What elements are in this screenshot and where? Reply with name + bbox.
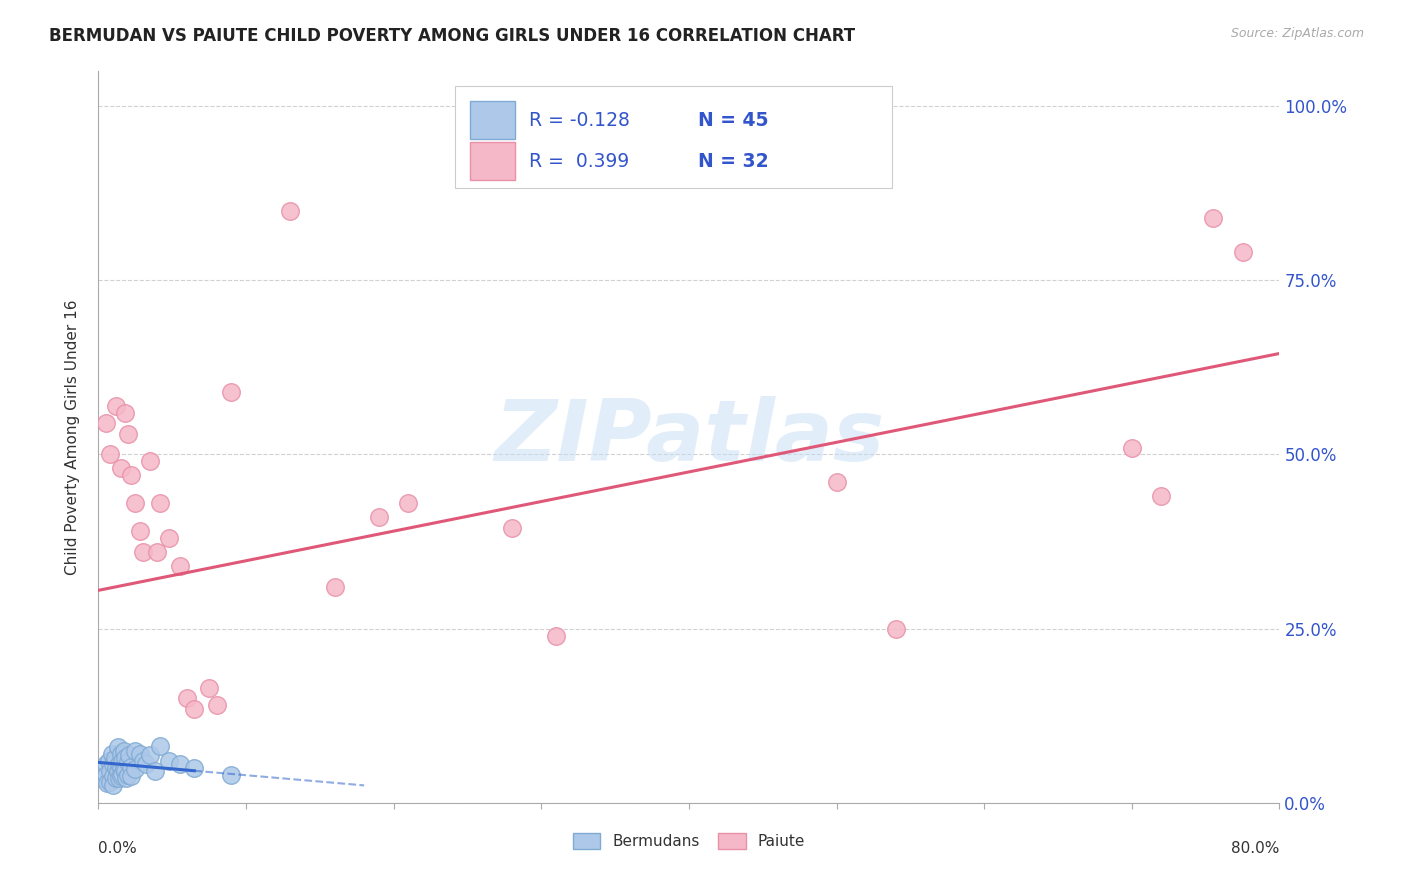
Text: R =  0.399: R = 0.399 <box>530 152 630 171</box>
Text: N = 32: N = 32 <box>699 152 769 171</box>
Point <box>128 524 150 538</box>
Point <box>132 754 155 768</box>
Point <box>96 776 118 790</box>
Bar <box>471 143 516 180</box>
Point <box>176 691 198 706</box>
FancyBboxPatch shape <box>456 86 891 188</box>
Point <box>118 748 141 763</box>
Point <box>124 743 146 757</box>
Point <box>221 768 243 782</box>
Point <box>105 761 128 775</box>
Point <box>501 521 523 535</box>
Point <box>103 778 125 792</box>
Point <box>108 772 131 786</box>
Point <box>139 748 162 763</box>
Point <box>114 750 136 764</box>
Point <box>110 759 132 773</box>
Point <box>1150 489 1173 503</box>
Point <box>157 754 180 768</box>
Point <box>120 468 142 483</box>
Point <box>183 761 205 775</box>
Text: R = -0.128: R = -0.128 <box>530 111 630 130</box>
Point <box>183 702 205 716</box>
Point <box>124 496 146 510</box>
Point <box>107 764 129 779</box>
Point <box>110 747 132 761</box>
Point <box>107 740 129 755</box>
Point <box>115 772 138 786</box>
Point <box>91 772 114 786</box>
Point <box>112 743 135 757</box>
Point <box>368 510 391 524</box>
Point <box>104 750 127 764</box>
Point <box>98 448 121 462</box>
Point <box>884 622 907 636</box>
Point <box>105 399 128 413</box>
Text: N = 45: N = 45 <box>699 111 769 130</box>
Point <box>1121 441 1143 455</box>
Point <box>114 406 136 420</box>
Legend: Bermudans, Paiute: Bermudans, Paiute <box>567 827 811 855</box>
Point <box>146 545 169 559</box>
Point <box>103 769 125 783</box>
Point <box>1202 211 1225 225</box>
Point <box>114 764 136 779</box>
Point <box>1232 245 1254 260</box>
Point <box>111 754 134 768</box>
Y-axis label: Child Poverty Among Girls Under 16: Child Poverty Among Girls Under 16 <box>65 300 80 574</box>
Point <box>143 764 166 779</box>
Point <box>169 757 191 772</box>
Point <box>105 772 128 786</box>
Point <box>135 757 157 772</box>
Point <box>124 763 146 777</box>
Point <box>117 756 139 770</box>
Text: BERMUDAN VS PAIUTE CHILD POVERTY AMONG GIRLS UNDER 16 CORRELATION CHART: BERMUDAN VS PAIUTE CHILD POVERTY AMONG G… <box>49 27 855 45</box>
Point <box>157 531 180 545</box>
Point <box>169 558 191 573</box>
Text: Source: ZipAtlas.com: Source: ZipAtlas.com <box>1230 27 1364 40</box>
Bar <box>471 102 516 139</box>
Point <box>139 454 162 468</box>
Point <box>546 629 568 643</box>
Point <box>97 754 120 768</box>
Text: 0.0%: 0.0% <box>98 841 138 855</box>
Point <box>132 545 155 559</box>
Point <box>108 757 131 772</box>
Text: 80.0%: 80.0% <box>1232 841 1279 855</box>
Point <box>94 768 117 782</box>
Point <box>120 759 142 773</box>
Point <box>280 203 302 218</box>
Point <box>98 775 121 789</box>
Point <box>110 461 132 475</box>
Point <box>221 384 243 399</box>
Point <box>111 766 134 780</box>
Point <box>198 681 221 695</box>
Point <box>149 496 172 510</box>
Point <box>205 698 228 713</box>
Point <box>94 416 117 430</box>
Point <box>825 475 848 490</box>
Point <box>98 764 121 779</box>
Point <box>112 763 135 777</box>
Point <box>149 739 172 753</box>
Point <box>398 496 420 510</box>
Point <box>117 426 139 441</box>
Point <box>128 747 150 761</box>
Point <box>110 769 132 783</box>
Text: ZIPatlas: ZIPatlas <box>494 395 884 479</box>
Point <box>100 747 122 761</box>
Point <box>94 757 117 772</box>
Point <box>120 769 142 783</box>
Point <box>103 757 125 772</box>
Point <box>323 580 346 594</box>
Point <box>117 768 139 782</box>
